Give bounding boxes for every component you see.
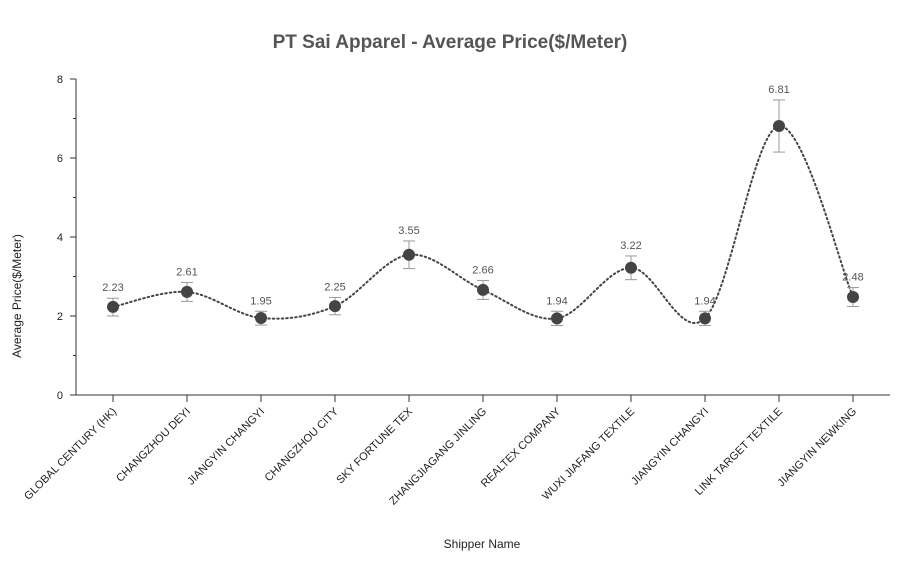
x-tick-label: CHANGZHOU DEYI <box>114 406 193 485</box>
data-label: 2.48 <box>842 272 863 284</box>
data-label: 2.23 <box>102 282 123 294</box>
data-point[interactable] <box>847 291 859 304</box>
data-point[interactable] <box>107 300 119 313</box>
x-tick-label: GLOBAL CENTURY (HK) <box>22 406 119 503</box>
data-label: 1.94 <box>694 295 715 307</box>
y-tick-label: 0 <box>57 390 63 402</box>
x-ticks: GLOBAL CENTURY (HK)CHANGZHOU DEYIJIANGYI… <box>22 395 859 507</box>
data-label: 3.55 <box>398 225 419 237</box>
x-tick-label: CHANGZHOU CITY <box>263 405 342 484</box>
x-tick-label: SKY FORTUNE TEX <box>334 405 415 486</box>
x-tick-label: JIANGYIN CHANGYI <box>629 406 711 488</box>
data-label: 2.25 <box>324 281 345 293</box>
data-point[interactable] <box>477 283 489 296</box>
x-tick-label: JIANGYIN NEWKING <box>775 406 859 490</box>
y-tick-label: 4 <box>57 232 63 244</box>
x-tick-label: JIANGYIN CHANGYI <box>185 406 267 488</box>
axes <box>75 79 890 396</box>
data-label: 6.81 <box>768 84 789 96</box>
value-labels: 2.23 2.61 1.95 2.25 3.55 2.66 1.94 3.22 1.94 6.81… <box>102 84 863 307</box>
data-label: 2.66 <box>472 264 493 276</box>
data-point[interactable] <box>551 312 563 325</box>
y-tick-label: 8 <box>57 74 63 86</box>
markers <box>107 120 859 325</box>
y-ticks: 0 2 4 6 8 <box>57 74 76 402</box>
data-label: 3.22 <box>620 240 641 252</box>
data-point[interactable] <box>329 300 341 313</box>
y-tick-label: 6 <box>57 153 63 165</box>
data-point[interactable] <box>625 261 637 274</box>
y-axis-title: Average Price($/Meter) <box>10 234 24 358</box>
data-label: 1.95 <box>250 295 271 307</box>
chart-title: PT Sai Apparel - Average Price($/Meter) <box>273 32 628 53</box>
data-point[interactable] <box>181 285 193 298</box>
data-label: 1.94 <box>546 295 567 307</box>
y-tick-label: 2 <box>57 311 63 323</box>
data-point[interactable] <box>403 248 415 261</box>
x-axis-title: Shipper Name <box>444 537 521 551</box>
x-tick-label: REALTEX COMPANY <box>479 405 564 490</box>
data-label: 2.61 <box>176 266 197 278</box>
data-point[interactable] <box>699 312 711 325</box>
data-point[interactable] <box>773 120 785 133</box>
x-tick-label: LINK TARGET TEXTILE <box>693 406 785 498</box>
data-point[interactable] <box>255 311 267 324</box>
